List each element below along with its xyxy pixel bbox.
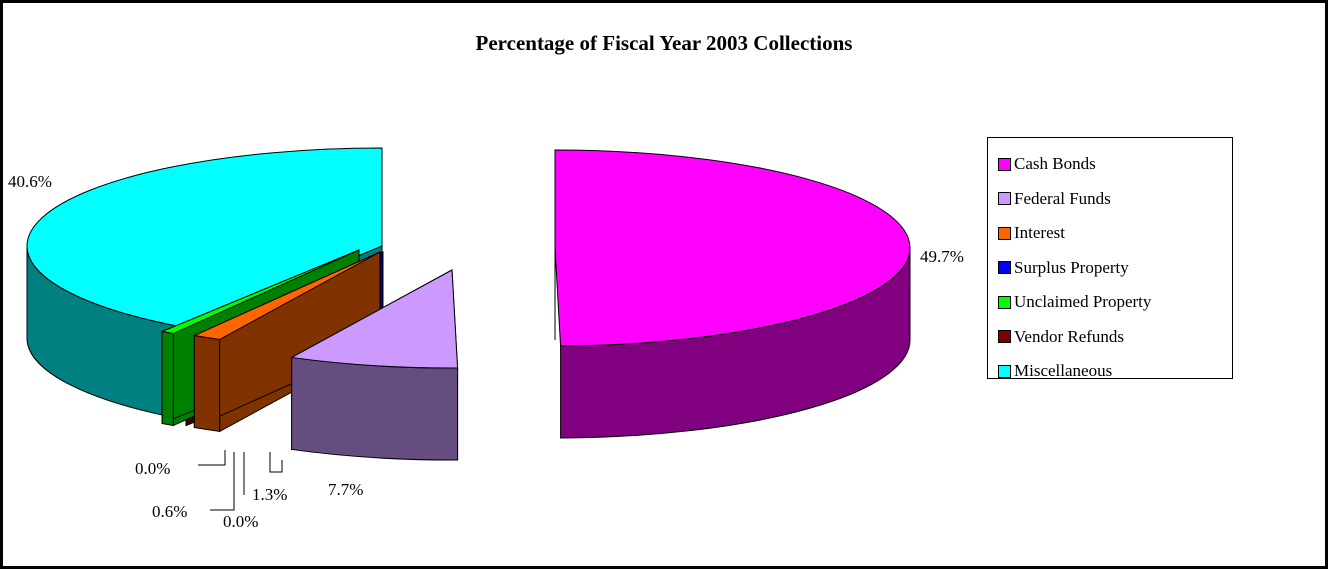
legend-label: Miscellaneous — [1014, 361, 1113, 381]
data-label: 0.0% — [135, 459, 170, 478]
legend-swatch — [998, 226, 1011, 240]
legend-item: Cash Bonds — [998, 147, 1232, 182]
data-label: 1.3% — [252, 485, 287, 504]
leader-line — [269, 452, 283, 473]
data-label: 7.7% — [328, 480, 363, 499]
legend-swatch — [998, 157, 1011, 171]
data-label: 0.6% — [152, 502, 187, 521]
legend-label: Interest — [1014, 223, 1065, 243]
legend-label: Unclaimed Property — [1014, 292, 1152, 312]
legend-swatch — [998, 295, 1011, 309]
legend-item: Unclaimed Property — [998, 285, 1232, 320]
legend-item: Vendor Refunds — [998, 320, 1232, 355]
legend-label: Surplus Property — [1014, 257, 1129, 277]
legend-item: Interest — [998, 216, 1232, 251]
legend-label: Federal Funds — [1014, 188, 1111, 208]
legend-label: Vendor Refunds — [1014, 326, 1125, 346]
legend-item: Miscellaneous — [998, 354, 1232, 389]
pie-slice-interest — [192, 251, 381, 433]
legend-item: Federal Funds — [998, 182, 1232, 217]
legend-swatch — [998, 330, 1011, 344]
legend-label: Cash Bonds — [1014, 154, 1096, 174]
data-label: 40.6% — [8, 172, 52, 191]
legend-item: Surplus Property — [998, 251, 1232, 286]
pie-slice-cash-bonds — [554, 149, 911, 439]
data-label: 49.7% — [920, 247, 964, 266]
chart-title: Percentage of Fiscal Year 2003 Collectio… — [475, 31, 853, 55]
legend: Cash Bonds Federal Funds Interest Surplus P… — [987, 137, 1233, 380]
legend-swatch — [998, 364, 1011, 378]
pie-slice-federal-funds — [290, 269, 459, 461]
data-label: 0.0% — [223, 512, 258, 531]
leader-line — [198, 450, 226, 466]
legend-swatch — [998, 192, 1011, 206]
legend-swatch — [998, 261, 1011, 275]
leader-line — [210, 452, 235, 511]
